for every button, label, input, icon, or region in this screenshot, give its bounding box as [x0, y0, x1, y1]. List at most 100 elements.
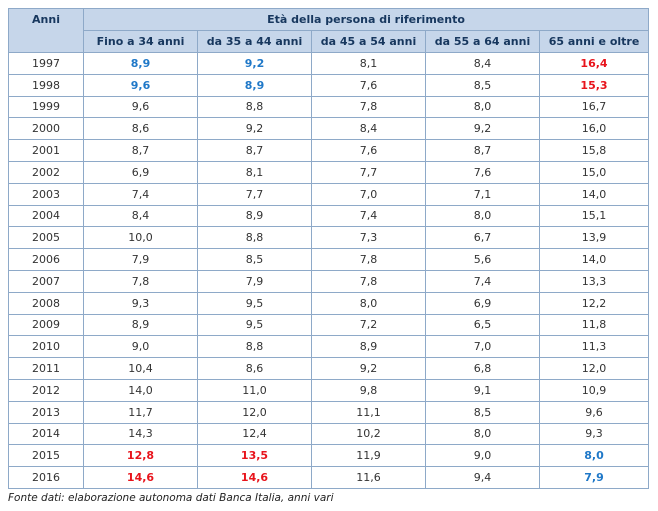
value-cell: 12,4 — [197, 422, 312, 446]
table-row: 2012 14,0 11,0 9,8 9,1 10,9 — [8, 378, 649, 402]
value-cell: 10,4 — [83, 357, 198, 380]
value-cell: 8,0 — [539, 444, 649, 468]
value-cell: 6,9 — [83, 160, 198, 184]
value-cell: 9,2 — [425, 117, 540, 141]
table-row: 1999 9,6 8,8 7,8 8,0 16,7 — [8, 95, 649, 119]
value-cell: 8,1 — [197, 160, 312, 184]
year-cell: 2013 — [8, 400, 84, 424]
value-cell: 7,0 — [311, 182, 426, 206]
year-cell: 2011 — [8, 357, 84, 380]
year-cell: 2003 — [8, 182, 84, 206]
value-cell: 7,3 — [311, 226, 426, 250]
value-cell: 8,0 — [425, 204, 540, 228]
value-cell: 6,7 — [425, 226, 540, 250]
table-row: 2010 9,0 8,8 8,9 7,0 11,3 — [8, 335, 649, 359]
value-cell: 7,1 — [425, 182, 540, 206]
value-cell: 7,9 — [197, 269, 312, 293]
table-row: 2000 8,6 9,2 8,4 9,2 16,0 — [8, 117, 649, 141]
value-cell: 8,8 — [197, 226, 312, 250]
value-cell: 7,9 — [539, 466, 649, 489]
table-row: 2007 7,8 7,9 7,8 7,4 13,3 — [8, 269, 649, 293]
value-cell: 8,7 — [425, 139, 540, 162]
value-cell: 9,2 — [311, 357, 426, 380]
value-cell: 7,8 — [83, 269, 198, 293]
year-cell: 2015 — [8, 444, 84, 468]
value-cell: 7,8 — [311, 95, 426, 119]
table-row: 2006 7,9 8,5 7,8 5,6 14,0 — [8, 248, 649, 271]
column-header: 65 anni e oltre — [539, 30, 649, 53]
value-cell: 7,6 — [311, 139, 426, 162]
value-cell: 6,8 — [425, 357, 540, 380]
value-cell: 6,9 — [425, 291, 540, 315]
value-cell: 9,3 — [83, 291, 198, 315]
value-cell: 7,7 — [311, 160, 426, 184]
value-cell: 8,4 — [425, 52, 540, 75]
table-row: 1998 9,6 8,9 7,6 8,5 15,3 — [8, 73, 649, 97]
value-cell: 5,6 — [425, 248, 540, 271]
value-cell: 9,6 — [83, 95, 198, 119]
value-cell: 8,8 — [197, 335, 312, 359]
value-cell: 13,5 — [197, 444, 312, 468]
value-cell: 7,7 — [197, 182, 312, 206]
value-cell: 7,9 — [83, 248, 198, 271]
value-cell: 16,0 — [539, 117, 649, 141]
value-cell: 14,6 — [197, 466, 312, 489]
value-cell: 7,4 — [83, 182, 198, 206]
column-header: Fino a 34 anni — [83, 30, 198, 53]
table-row: 2005 10,0 8,8 7,3 6,7 13,9 — [8, 226, 649, 250]
year-cell: 2005 — [8, 226, 84, 250]
value-cell: 9,3 — [539, 422, 649, 446]
table-row: 2013 11,7 12,0 11,1 8,5 9,6 — [8, 400, 649, 424]
value-cell: 15,1 — [539, 204, 649, 228]
value-cell: 9,2 — [197, 117, 312, 141]
value-cell: 8,0 — [425, 95, 540, 119]
year-cell: 2000 — [8, 117, 84, 141]
value-cell: 8,5 — [197, 248, 312, 271]
table-row: 2016 14,6 14,6 11,6 9,4 7,9 — [8, 466, 649, 489]
value-cell: 9,6 — [83, 73, 198, 97]
year-cell: 2004 — [8, 204, 84, 228]
value-cell: 14,6 — [83, 466, 198, 489]
value-cell: 12,2 — [539, 291, 649, 315]
value-cell: 8,7 — [197, 139, 312, 162]
value-cell: 7,0 — [425, 335, 540, 359]
year-cell: 2006 — [8, 248, 84, 271]
value-cell: 7,2 — [311, 313, 426, 337]
value-cell: 8,4 — [311, 117, 426, 141]
value-cell: 13,9 — [539, 226, 649, 250]
value-cell: 9,8 — [311, 378, 426, 402]
value-cell: 11,1 — [311, 400, 426, 424]
value-cell: 10,9 — [539, 378, 649, 402]
year-cell: 1998 — [8, 73, 84, 97]
value-cell: 7,8 — [311, 248, 426, 271]
value-cell: 7,8 — [311, 269, 426, 293]
value-cell: 15,8 — [539, 139, 649, 162]
year-cell: 1999 — [8, 95, 84, 119]
value-cell: 11,3 — [539, 335, 649, 359]
year-cell: 2014 — [8, 422, 84, 446]
value-cell: 11,9 — [311, 444, 426, 468]
corner-header: Anni — [8, 8, 84, 53]
year-cell: 1997 — [8, 52, 84, 75]
value-cell: 9,0 — [83, 335, 198, 359]
value-cell: 9,0 — [425, 444, 540, 468]
table-row: 2008 9,3 9,5 8,0 6,9 12,2 — [8, 291, 649, 315]
value-cell: 10,2 — [311, 422, 426, 446]
value-cell: 11,8 — [539, 313, 649, 337]
value-cell: 8,6 — [197, 357, 312, 380]
value-cell: 8,9 — [197, 204, 312, 228]
value-cell: 7,4 — [311, 204, 426, 228]
table-row: 2003 7,4 7,7 7,0 7,1 14,0 — [8, 182, 649, 206]
value-cell: 12,0 — [197, 400, 312, 424]
table-row: 2014 14,3 12,4 10,2 8,0 9,3 — [8, 422, 649, 446]
value-cell: 16,4 — [539, 52, 649, 75]
table-row: 2009 8,9 9,5 7,2 6,5 11,8 — [8, 313, 649, 337]
table-row: 1997 8,9 9,2 8,1 8,4 16,4 — [8, 52, 649, 75]
value-cell: 8,9 — [197, 73, 312, 97]
value-cell: 8,0 — [425, 422, 540, 446]
value-cell: 12,8 — [83, 444, 198, 468]
source-note: Fonte dati: elaborazione autonoma dati B… — [8, 492, 334, 504]
year-cell: 2008 — [8, 291, 84, 315]
year-cell: 2002 — [8, 160, 84, 184]
